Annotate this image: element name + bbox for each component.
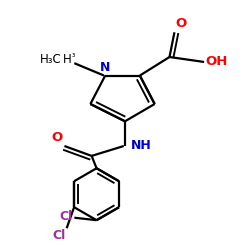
Text: Cl: Cl bbox=[60, 210, 73, 223]
Text: NH: NH bbox=[131, 139, 152, 152]
Text: H₃C: H₃C bbox=[40, 53, 61, 66]
Text: H: H bbox=[63, 53, 72, 66]
Text: OH: OH bbox=[205, 56, 228, 68]
Text: ₃: ₃ bbox=[72, 50, 75, 59]
Text: O: O bbox=[51, 131, 62, 144]
Text: O: O bbox=[176, 17, 187, 30]
Text: N: N bbox=[100, 60, 110, 74]
Text: Cl: Cl bbox=[52, 230, 66, 242]
